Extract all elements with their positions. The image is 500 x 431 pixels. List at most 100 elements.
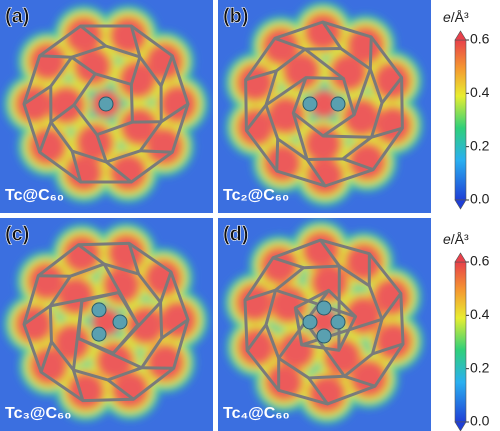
cage-bond: [245, 323, 268, 352]
cage-bond: [245, 104, 268, 132]
cage-bond: [307, 377, 329, 405]
cage-bond: [321, 21, 343, 50]
cage-bond: [275, 288, 357, 319]
density-blob: [349, 29, 382, 62]
density-blob: [30, 265, 63, 298]
cage-bond: [372, 342, 404, 356]
density-blob: [31, 45, 64, 78]
cage-bond: [159, 271, 173, 303]
cage-bond: [127, 242, 140, 275]
cage-bond: [39, 341, 53, 373]
colorbar-extend-top: [454, 252, 467, 263]
molecule-label: Tc₄@C₆₀: [223, 405, 290, 422]
cage-bond: [50, 103, 75, 124]
density-blob: [148, 130, 181, 163]
cage-bond: [160, 318, 189, 340]
cage-bond: [344, 374, 376, 388]
cage-bond: [272, 256, 304, 270]
panel: [0, 218, 213, 431]
density-blob: [268, 365, 301, 398]
cage-bond: [70, 55, 97, 76]
cage-ring: [72, 72, 134, 137]
tc-atom: [302, 314, 318, 330]
panel-tag: (b): [223, 5, 249, 27]
panel-tag: (d): [223, 223, 249, 245]
cage-bond: [105, 160, 133, 184]
cage-bond: [23, 304, 52, 326]
density-blob: [306, 127, 339, 160]
density-blob: [110, 236, 143, 269]
cage-bond: [159, 55, 174, 87]
cage-bond: [319, 239, 341, 267]
cage-bond: [95, 134, 108, 163]
density-blob: [347, 246, 380, 279]
cage-bond: [77, 243, 106, 266]
colorbar-extend-bottom: [454, 199, 467, 210]
cage-bond: [71, 300, 84, 371]
molecule-label: Tc₃@C₆₀: [5, 405, 72, 422]
density-blob: [352, 362, 385, 395]
cage-bond: [265, 76, 307, 107]
density-blob: [239, 66, 272, 99]
cage-bond: [79, 24, 107, 48]
cage-bond: [352, 68, 372, 116]
density-blob: [65, 238, 98, 271]
cage-bond: [112, 301, 162, 355]
density-blob: [114, 373, 147, 406]
tc-atom: [330, 96, 346, 112]
cage-bond: [380, 292, 403, 321]
tc-atom: [316, 328, 332, 344]
density-blob: [240, 331, 273, 364]
tc-atom: [91, 326, 107, 342]
colorbar-tick-label: 0.2: [470, 359, 490, 375]
colorbar-label-symbol: e: [443, 9, 451, 25]
cage-bond: [380, 76, 403, 104]
colorbar-label-symbol: e: [443, 231, 451, 247]
cage-bond: [72, 369, 85, 402]
cage-ring: [293, 288, 358, 352]
tc-atom: [316, 300, 332, 316]
panel-tag: (a): [5, 5, 29, 27]
density-center: [310, 90, 338, 118]
colorbar-label-unit: /Å³: [451, 9, 469, 25]
panel-tag: (c): [5, 223, 29, 245]
density-blob: [67, 19, 100, 52]
density-center: [310, 308, 338, 336]
cage-bond: [244, 288, 276, 302]
density-blob: [112, 19, 145, 52]
cage-bond: [39, 54, 72, 59]
density-blob: [148, 45, 181, 78]
cage-bond: [102, 263, 140, 326]
cage-ring: [291, 76, 356, 138]
density-blob: [238, 286, 271, 319]
density-blob: [264, 30, 297, 63]
cage-bond: [70, 150, 83, 183]
density-blob: [351, 145, 384, 178]
density-blob: [67, 156, 100, 189]
density-blob: [376, 109, 409, 142]
tc-atom: [302, 96, 318, 112]
density-blob: [50, 89, 83, 122]
density-blob: [332, 56, 365, 89]
density-blob: [269, 99, 302, 132]
density-blob: [112, 156, 145, 189]
cage-bond: [368, 36, 373, 70]
cage-bond: [323, 134, 372, 139]
cage-bond: [106, 378, 135, 401]
colorbar-tick-label: 0.6: [470, 31, 490, 47]
cage-bond: [342, 157, 374, 172]
tc-atom: [330, 314, 346, 330]
colorbar-label: e/Å³: [443, 231, 469, 247]
colorbar-tick-label: 0.0: [470, 191, 490, 207]
cage: [244, 20, 404, 188]
cage-bond: [129, 56, 142, 85]
colorbar-tick-label: 0.0: [470, 413, 490, 429]
colorbar-label: e/Å³: [443, 9, 469, 25]
cage-bond: [38, 274, 71, 278]
panel: [218, 0, 431, 213]
density-blob: [32, 349, 65, 382]
cage-bond: [38, 121, 53, 153]
colorbar: [454, 261, 467, 423]
density-blob: [239, 111, 272, 144]
colorbar-extend-top: [454, 30, 467, 41]
